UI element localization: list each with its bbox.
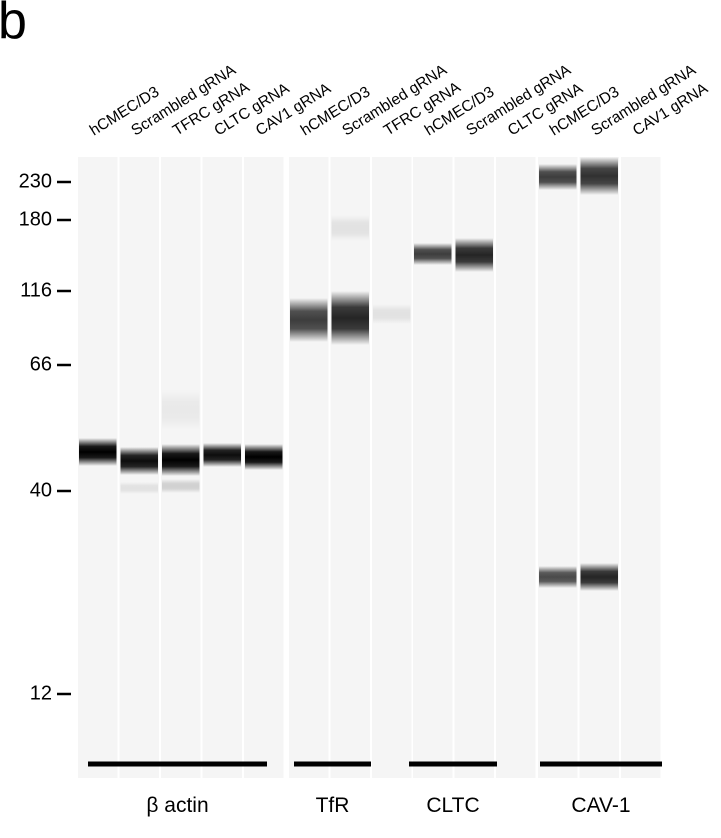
- band: [581, 563, 619, 591]
- lane: [203, 157, 243, 778]
- lane: [621, 157, 661, 778]
- band: [373, 304, 411, 324]
- band: [332, 291, 370, 345]
- lane: [538, 157, 578, 778]
- band: [539, 566, 577, 588]
- band: [121, 447, 159, 475]
- marker-label: 230: [19, 170, 52, 192]
- band: [290, 298, 328, 342]
- band: [162, 444, 200, 476]
- band: [245, 444, 283, 470]
- lane: [580, 157, 620, 778]
- lane: [372, 157, 412, 778]
- marker-label: 40: [30, 479, 52, 501]
- band: [332, 215, 370, 241]
- group-label: β actin: [146, 794, 208, 817]
- band: [581, 157, 619, 195]
- marker-label: 12: [30, 682, 52, 704]
- panel-label: b: [0, 0, 27, 50]
- band: [539, 164, 577, 190]
- group-label: CLTC: [426, 794, 479, 817]
- lane: [496, 157, 536, 778]
- marker-label: 66: [30, 353, 52, 375]
- band: [456, 238, 494, 272]
- blot: [78, 157, 661, 778]
- figure: b hCMEC/D3Scrambled gRNATFRC gRNACLTC gR…: [0, 0, 721, 833]
- band: [204, 443, 242, 467]
- band: [121, 482, 159, 494]
- marker-label: 116: [20, 279, 52, 301]
- lane: [331, 157, 371, 778]
- band: [162, 390, 200, 430]
- band: [162, 479, 200, 493]
- band: [79, 438, 117, 466]
- group-label: TfR: [316, 794, 350, 817]
- group-label: CAV-1: [571, 794, 630, 817]
- band: [414, 243, 452, 265]
- marker-label: 180: [19, 208, 52, 230]
- lane: [78, 157, 118, 778]
- lane: [289, 157, 329, 778]
